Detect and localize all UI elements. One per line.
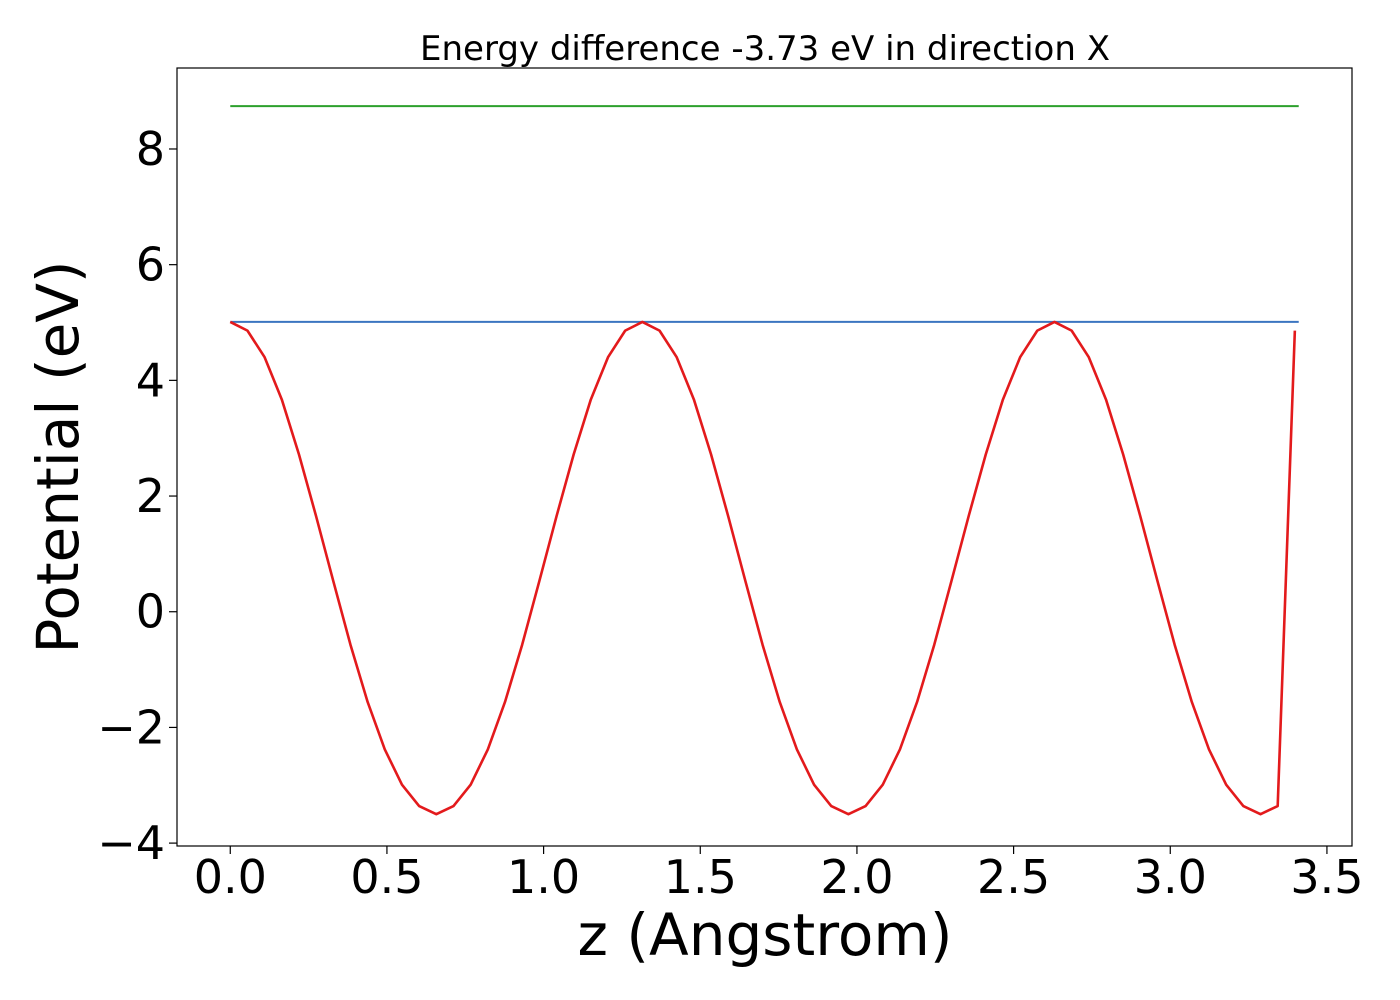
x-axis-ticks: 0.0 0.5 1.0 1.5 2.0 2.5 3.0 3.5 bbox=[194, 846, 1364, 904]
x-tick-label: 1.0 bbox=[507, 850, 580, 904]
y-tick-label: 0 bbox=[136, 585, 165, 639]
y-tick-label: 2 bbox=[136, 469, 165, 523]
x-tick-label: 0.0 bbox=[194, 850, 267, 904]
y-axis-ticks: −4 −2 0 2 4 6 8 bbox=[97, 122, 177, 870]
y-tick-label: 4 bbox=[136, 353, 165, 407]
x-tick-label: 3.5 bbox=[1290, 850, 1363, 904]
series-layer bbox=[229, 105, 1299, 816]
y-tick-label: −4 bbox=[97, 816, 165, 870]
y-tick-label: 6 bbox=[136, 238, 165, 292]
x-tick-label: 2.0 bbox=[820, 850, 893, 904]
y-tick-label: 8 bbox=[136, 122, 165, 176]
chart-title: Energy difference -3.73 eV in direction … bbox=[420, 29, 1110, 69]
x-tick-label: 3.0 bbox=[1134, 850, 1207, 904]
x-tick-label: 0.5 bbox=[350, 850, 423, 904]
plot-area-frame bbox=[176, 67, 1353, 847]
x-tick-label: 2.5 bbox=[977, 850, 1050, 904]
x-tick-label: 1.5 bbox=[664, 850, 737, 904]
series-line-3 bbox=[229, 320, 1297, 816]
y-axis-label: Potential (eV) bbox=[24, 260, 92, 653]
y-tick-label: −2 bbox=[97, 700, 165, 754]
x-axis-label: z (Angstrom) bbox=[578, 901, 953, 969]
